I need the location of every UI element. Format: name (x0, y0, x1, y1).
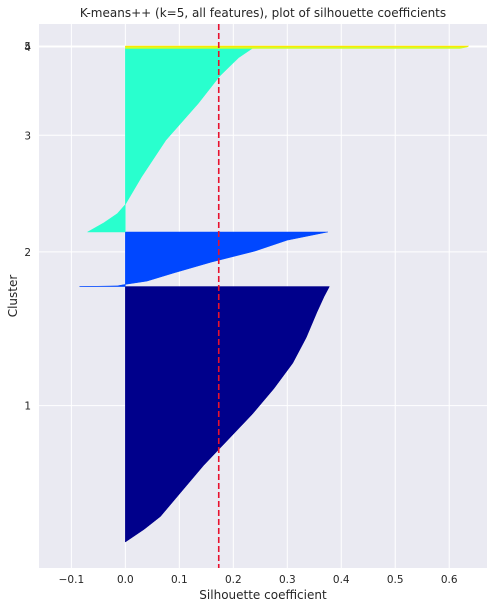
y-tick-label: 5 (24, 41, 31, 53)
x-tick-label: 0.3 (279, 574, 296, 586)
y-tick-label: 3 (24, 130, 31, 142)
y-tick-label: 1 (24, 401, 31, 413)
x-tick-label: 0.2 (225, 574, 242, 586)
x-tick-label: −0.1 (59, 574, 85, 586)
y-tick-label: 2 (24, 247, 31, 259)
cluster-5-silhouette (125, 45, 469, 47)
cluster-2-silhouette (79, 231, 328, 287)
x-tick-labels: −0.1 0.0 0.1 0.2 0.3 0.4 0.5 0.6 (59, 574, 458, 586)
cluster-silhouettes (79, 45, 469, 543)
cluster-4-silhouette (125, 46, 469, 49)
y-tick-label: 4 (24, 42, 31, 54)
chart-title: K-means++ (k=5, all features), plot of s… (80, 6, 446, 20)
x-tick-label: 0.5 (387, 574, 404, 586)
y-tick-labels: 1 2 3 45 (24, 41, 31, 413)
x-tick-label: 0.0 (117, 574, 134, 586)
x-tick-label: 0.1 (171, 574, 188, 586)
x-tick-label: 0.6 (441, 574, 458, 586)
y-axis-label: Cluster (6, 275, 20, 318)
cluster-1-silhouette (125, 286, 330, 543)
x-tick-label: 0.4 (333, 574, 350, 586)
x-axis-label: Silhouette coefficient (199, 588, 327, 602)
